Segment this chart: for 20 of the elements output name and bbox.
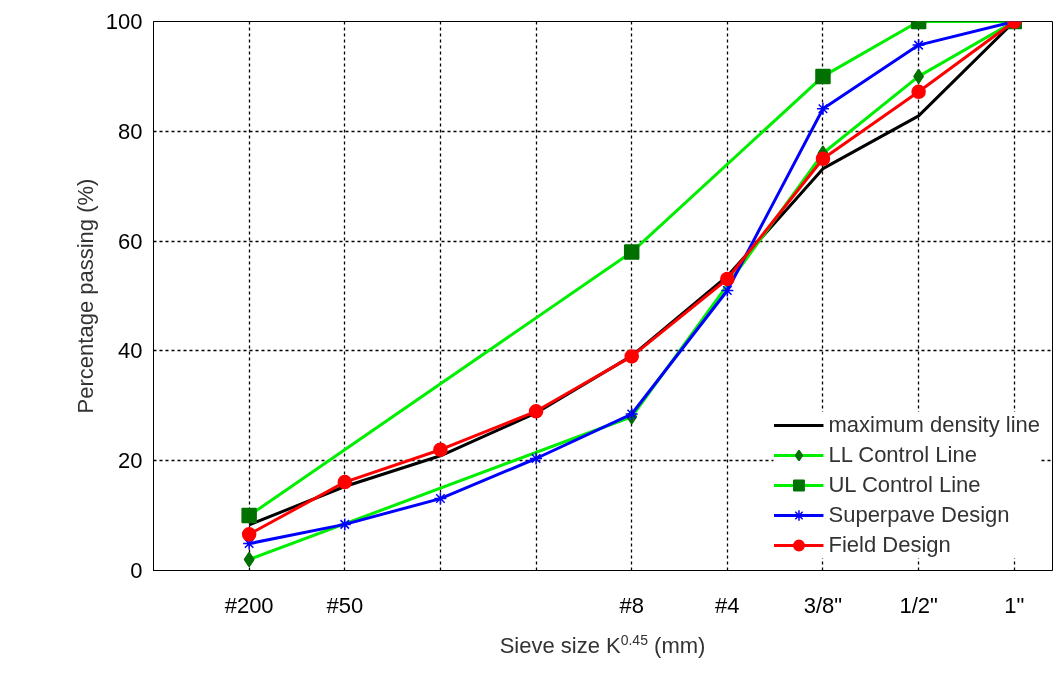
x-tick-label: 1/2"	[899, 592, 938, 618]
x-axis-title: Sieve size K$^{0.45}$ (mm)	[499, 631, 706, 661]
y-axis-title: Percentage passing (%)	[72, 178, 98, 414]
x-tick-label: #50	[326, 592, 364, 618]
y-tick-label: 20	[118, 448, 143, 474]
x-tick-label: #200	[224, 592, 274, 618]
y-tick-label: 40	[118, 338, 143, 364]
legend-label: LL Control Line	[828, 442, 977, 468]
y-tick-label: 60	[118, 228, 143, 254]
x-tick-label: 3/8"	[803, 592, 843, 618]
legend-label: Superpave Design	[828, 502, 1010, 528]
legend-label: maximum density line	[828, 412, 1040, 438]
y-tick-label: 0	[130, 558, 143, 583]
y-tick-label: 80	[118, 118, 143, 144]
legend-label: UL Control Line	[828, 472, 981, 498]
y-tick-label: 100	[105, 9, 143, 34]
x-tick-label: #8	[619, 592, 644, 618]
x-tick-label: 1"	[1004, 592, 1025, 618]
legend-label: Field Design	[828, 532, 951, 558]
x-tick-label: #4	[715, 592, 740, 618]
